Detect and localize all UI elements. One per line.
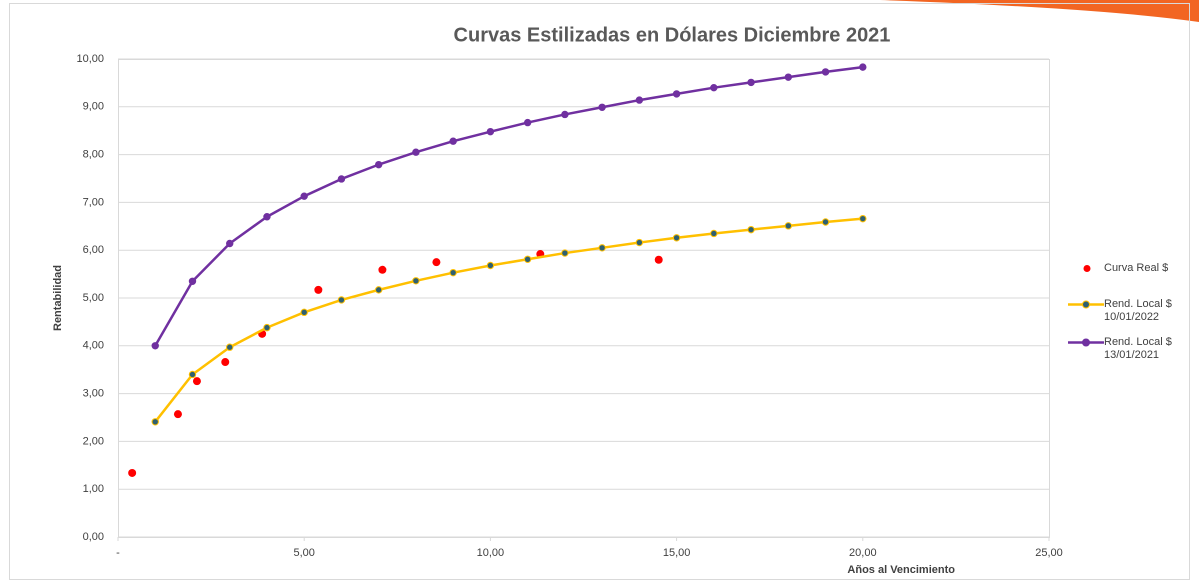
point — [598, 244, 606, 252]
point — [449, 137, 457, 145]
x-tick-label: - — [116, 547, 120, 559]
point — [432, 258, 441, 267]
y-axis-label: Rentabilidad — [52, 265, 64, 331]
y-tick-label: 8,00 — [83, 149, 104, 161]
line — [154, 217, 863, 423]
point — [821, 218, 830, 226]
point — [337, 175, 346, 183]
point — [151, 418, 159, 426]
point — [226, 239, 234, 248]
point — [263, 213, 271, 221]
point — [486, 127, 495, 136]
point — [654, 255, 663, 264]
point — [300, 192, 308, 200]
point — [226, 343, 234, 351]
chart-title: Curvas Estilizadas en Dólares Diciembre … — [454, 24, 891, 46]
point — [188, 370, 197, 379]
legend-item: Rend. Local $ 13/01/2021 — [1068, 336, 1194, 362]
y-tick-label: 10,00 — [76, 53, 104, 65]
point — [859, 214, 867, 223]
point — [598, 103, 606, 111]
point — [173, 410, 182, 419]
point — [337, 296, 346, 304]
point — [747, 225, 755, 234]
point — [192, 377, 201, 386]
point — [672, 90, 681, 98]
legend-swatch — [1083, 265, 1091, 272]
legend-label: Curva Real $ — [1104, 262, 1169, 274]
y-tick-label: 7,00 — [83, 196, 104, 208]
point — [859, 63, 867, 71]
x-tick-label: 25,00 — [1035, 547, 1063, 559]
y-tick-label: 0,00 — [83, 531, 104, 543]
point — [188, 277, 197, 285]
point — [221, 358, 230, 367]
point — [784, 222, 793, 230]
point — [784, 73, 793, 81]
y-tick-label: 6,00 — [83, 244, 104, 256]
point — [378, 265, 387, 274]
x-axis-label: Años al Vencimiento — [847, 564, 955, 576]
point — [128, 468, 137, 477]
x-tick-label: 5,00 — [293, 547, 314, 559]
point — [412, 148, 420, 156]
y-tick-label: 9,00 — [83, 101, 104, 113]
legend-label: Rend. Local $ 13/01/2021 — [1104, 336, 1172, 361]
point — [374, 286, 383, 294]
point — [412, 277, 420, 285]
x-tick-label: 15,00 — [663, 547, 691, 559]
chart-border — [9, 3, 1190, 580]
y-tick-label: 2,00 — [83, 435, 104, 447]
point — [486, 261, 495, 270]
point — [635, 238, 644, 247]
corner-decoration — [880, 0, 1199, 22]
x-tick-label: 10,00 — [477, 547, 505, 559]
point — [151, 342, 159, 350]
point — [561, 249, 569, 257]
legend-label: Rend. Local $ 10/01/2022 — [1104, 298, 1172, 323]
point — [449, 268, 457, 277]
x-tick-label: 20,00 — [849, 547, 877, 559]
point — [561, 110, 569, 119]
legend-swatch — [1068, 338, 1104, 347]
point — [523, 118, 532, 127]
point — [635, 96, 644, 104]
y-tick-label: 4,00 — [83, 340, 104, 352]
point — [314, 285, 323, 294]
point — [747, 78, 755, 87]
point — [523, 255, 532, 263]
y-tick-label: 3,00 — [83, 388, 104, 400]
legend-swatch — [1068, 300, 1104, 309]
point — [263, 323, 271, 332]
y-tick-label: 5,00 — [83, 292, 104, 304]
point — [300, 308, 308, 317]
point — [710, 83, 718, 92]
point — [672, 234, 681, 242]
legend-item: Curva Real $ — [1080, 262, 1194, 275]
point — [374, 160, 383, 169]
point — [821, 68, 830, 76]
point — [710, 229, 718, 238]
y-tick-label: 1,00 — [83, 483, 104, 495]
line — [154, 65, 863, 347]
legend-item: Rend. Local $ 10/01/2022 — [1068, 298, 1194, 324]
